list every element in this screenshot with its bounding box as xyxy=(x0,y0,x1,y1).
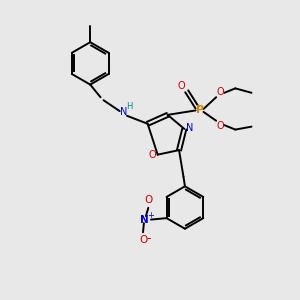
Text: O: O xyxy=(217,121,224,131)
Text: -: - xyxy=(147,232,151,244)
Text: +: + xyxy=(147,211,154,220)
Text: H: H xyxy=(126,103,132,112)
Text: N: N xyxy=(186,123,193,133)
Text: O: O xyxy=(177,81,185,91)
Text: N: N xyxy=(140,214,149,225)
Text: P: P xyxy=(196,106,204,116)
Text: O: O xyxy=(139,235,147,245)
Text: O: O xyxy=(149,150,157,160)
Text: N: N xyxy=(119,107,127,117)
Text: O: O xyxy=(217,87,224,97)
Text: O: O xyxy=(145,195,153,205)
